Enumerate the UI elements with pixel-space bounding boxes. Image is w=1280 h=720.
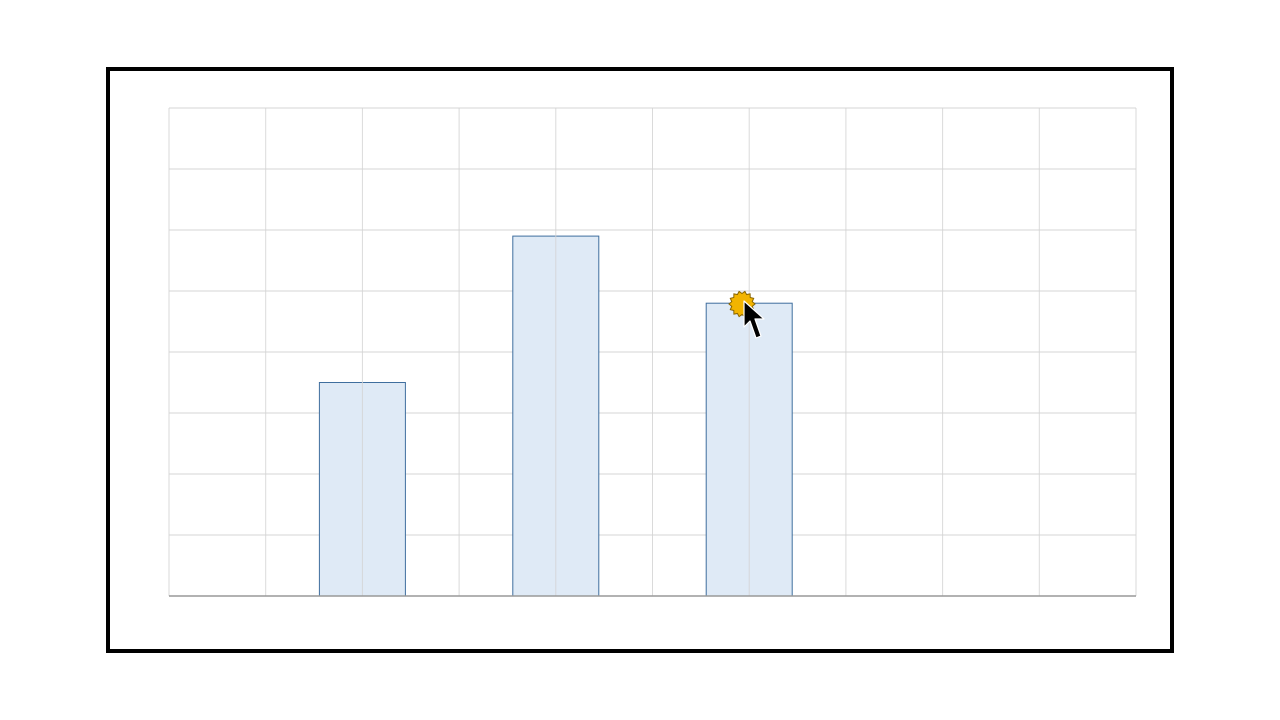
chart-frame [106, 67, 1174, 653]
